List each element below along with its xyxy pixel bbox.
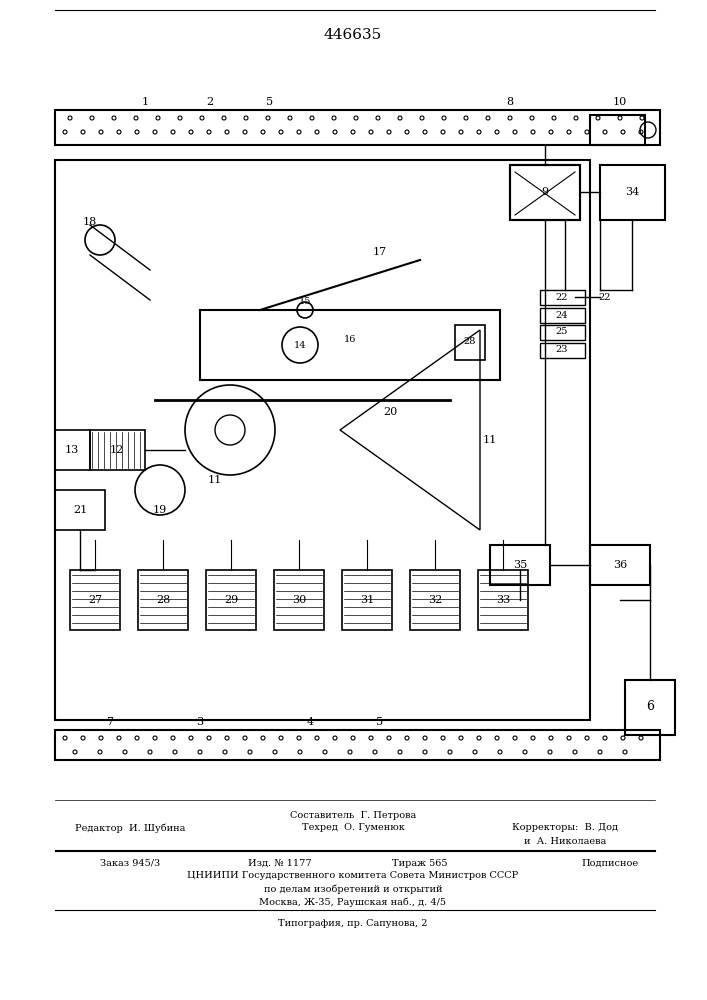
Text: 22: 22 <box>599 292 612 302</box>
Bar <box>55 110 660 145</box>
Text: 29: 29 <box>224 595 238 605</box>
Text: Составитель  Г. Петрова: Составитель Г. Петрова <box>290 810 416 820</box>
Text: Подписное: Подписное <box>581 858 638 867</box>
Bar <box>590 115 645 145</box>
Text: 10: 10 <box>613 97 627 107</box>
Text: 28: 28 <box>464 338 477 347</box>
Text: 33: 33 <box>496 595 510 605</box>
Text: Заказ 945/3: Заказ 945/3 <box>100 858 160 867</box>
Text: Изд. № 1177: Изд. № 1177 <box>248 858 312 867</box>
Bar <box>274 570 324 630</box>
Text: 36: 36 <box>613 560 627 570</box>
Text: 17: 17 <box>373 247 387 257</box>
Text: 6: 6 <box>646 700 654 714</box>
Text: 11: 11 <box>483 435 497 445</box>
Text: ЦНИИПИ Государственного комитета Совета Министров СССР: ЦНИИПИ Государственного комитета Совета … <box>187 871 519 880</box>
Text: 9: 9 <box>542 187 549 197</box>
Bar <box>410 570 460 630</box>
Text: 446635: 446635 <box>324 28 382 42</box>
Bar <box>55 160 590 720</box>
Text: 5: 5 <box>376 717 384 727</box>
Text: Техред  О. Гуменюк: Техред О. Гуменюк <box>302 824 404 832</box>
Text: Корректоры:  В. Дод: Корректоры: В. Дод <box>512 824 618 832</box>
Text: Тираж 565: Тираж 565 <box>392 858 448 867</box>
Bar <box>490 545 550 585</box>
Text: 23: 23 <box>556 346 568 355</box>
Text: 27: 27 <box>88 595 102 605</box>
Bar <box>55 430 90 470</box>
Bar <box>138 570 188 630</box>
Bar <box>206 570 256 630</box>
Bar <box>70 570 120 630</box>
Bar <box>55 490 105 530</box>
Text: 28: 28 <box>156 595 170 605</box>
Text: 1: 1 <box>141 97 148 107</box>
Text: 19: 19 <box>153 505 167 515</box>
Text: 11: 11 <box>208 475 222 485</box>
Text: 2: 2 <box>206 97 214 107</box>
Text: 35: 35 <box>513 560 527 570</box>
Text: 7: 7 <box>107 717 114 727</box>
Text: 22: 22 <box>556 292 568 302</box>
Text: 12: 12 <box>110 445 124 455</box>
Bar <box>55 730 660 760</box>
Bar <box>90 430 145 470</box>
Bar <box>540 308 585 323</box>
Text: 5: 5 <box>267 97 274 107</box>
Text: и  А. Николаева: и А. Николаева <box>524 838 606 846</box>
Text: Типография, пр. Сапунова, 2: Типография, пр. Сапунова, 2 <box>279 918 428 928</box>
Text: 30: 30 <box>292 595 306 605</box>
Text: 24: 24 <box>556 310 568 320</box>
Text: 14: 14 <box>293 340 306 350</box>
Bar <box>540 290 585 305</box>
Bar <box>510 165 580 220</box>
Text: 16: 16 <box>344 336 356 344</box>
Bar <box>540 343 585 358</box>
Bar <box>342 570 392 630</box>
Bar <box>625 680 675 735</box>
Bar <box>510 165 580 220</box>
Text: 3: 3 <box>197 717 204 727</box>
Bar <box>478 570 528 630</box>
Text: 18: 18 <box>83 217 97 227</box>
Text: Москва, Ж-35, Раушская наб., д. 4/5: Москва, Ж-35, Раушская наб., д. 4/5 <box>259 897 447 907</box>
Text: 34: 34 <box>625 187 639 197</box>
Text: 4: 4 <box>306 717 314 727</box>
Text: Редактор  И. Шубина: Редактор И. Шубина <box>75 823 185 833</box>
Bar <box>600 165 665 220</box>
Text: 25: 25 <box>556 328 568 336</box>
Bar <box>590 545 650 585</box>
Text: 21: 21 <box>73 505 87 515</box>
Text: по делам изобретений и открытий: по делам изобретений и открытий <box>264 884 443 894</box>
Text: 31: 31 <box>360 595 374 605</box>
Text: 15: 15 <box>299 298 311 306</box>
Text: 20: 20 <box>383 407 397 417</box>
Bar <box>540 325 585 340</box>
Text: 32: 32 <box>428 595 442 605</box>
Bar <box>455 325 485 360</box>
Text: 13: 13 <box>65 445 79 455</box>
Text: 8: 8 <box>506 97 513 107</box>
